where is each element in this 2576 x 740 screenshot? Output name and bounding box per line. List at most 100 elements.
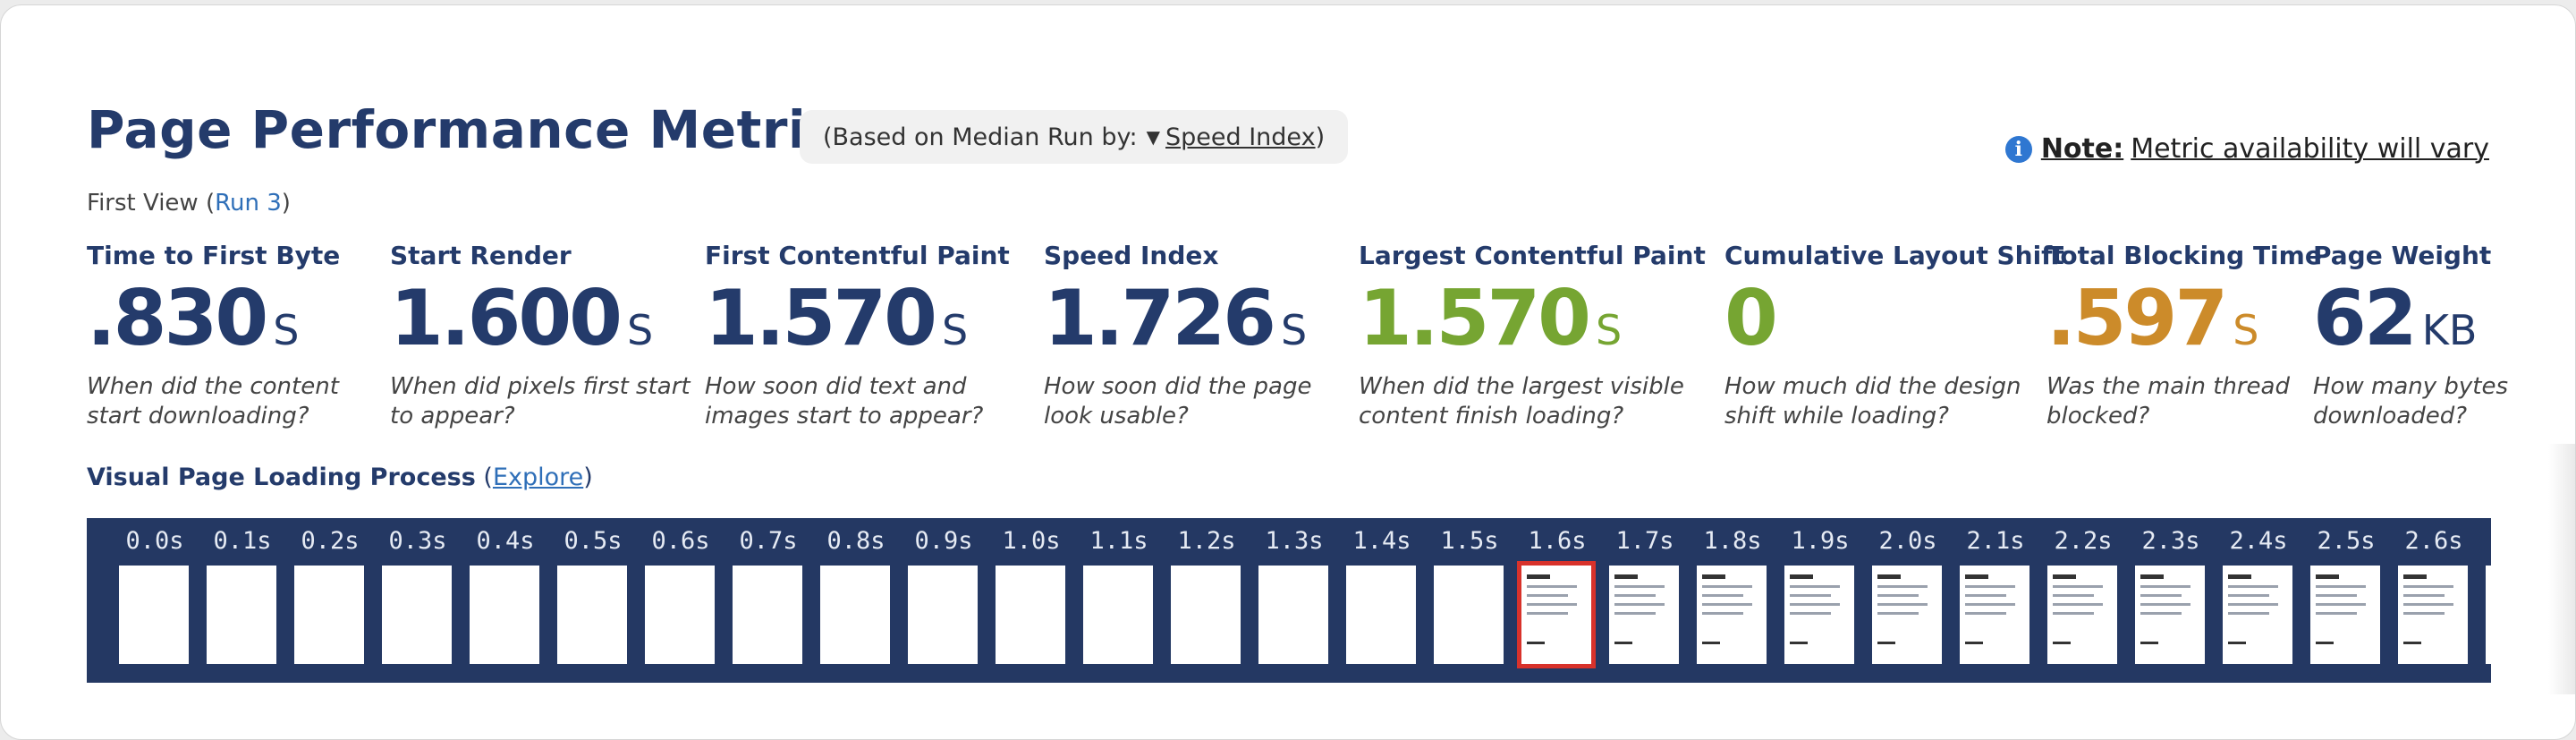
frame-thumbnail[interactable]	[996, 566, 1065, 664]
frame-thumbnail[interactable]	[1697, 566, 1767, 664]
filmstrip-frame[interactable]: 2.6s	[2398, 518, 2470, 683]
filmstrip-frame[interactable]: 1.0s	[996, 518, 1067, 683]
frame-thumbnail[interactable]	[1258, 566, 1328, 664]
frame-thumbnail[interactable]	[733, 566, 802, 664]
frame-thumbnail[interactable]	[1171, 566, 1241, 664]
frame-thumbnail[interactable]	[1960, 566, 2029, 664]
desc-line-1: When did the content	[87, 373, 339, 400]
frame-thumbnail[interactable]	[470, 566, 539, 664]
frame-thumbnail[interactable]	[294, 566, 364, 664]
filmstrip-frame[interactable]: 0.3s	[382, 518, 453, 683]
page-title: Page Performance Metrics	[87, 99, 869, 160]
frame-time: 2.2s	[2054, 527, 2113, 555]
frame-thumbnail[interactable]	[820, 566, 890, 664]
thumbnail-content	[2053, 574, 2112, 651]
frame-thumbnail[interactable]	[2398, 566, 2468, 664]
info-icon: i	[2004, 135, 2032, 163]
frame-time: 0.6s	[651, 527, 710, 555]
filmstrip-frame[interactable]: 2.5s	[2310, 518, 2382, 683]
filmstrip-frame[interactable]: 1.1s	[1083, 518, 1155, 683]
frame-thumbnail[interactable]	[2223, 566, 2292, 664]
view-prefix: First View (	[87, 190, 216, 217]
filmstrip-frame[interactable]: 1.9s	[1784, 518, 1856, 683]
metric-availability-note[interactable]: i Note: Metric availability will vary	[2004, 133, 2489, 165]
thumbnail-content	[2403, 574, 2462, 651]
filmstrip-frame[interactable]: 1.7s	[1609, 518, 1681, 683]
metric-unit: KB	[2421, 306, 2478, 354]
metric-unit: S	[942, 306, 969, 354]
frame-time: 1.1s	[1089, 527, 1148, 555]
frame-thumbnail[interactable]	[2486, 566, 2491, 664]
frame-time: 0.5s	[564, 527, 623, 555]
frame-thumbnail[interactable]	[557, 566, 627, 664]
frame-thumbnail[interactable]	[2135, 566, 2205, 664]
frame-time: 2.3s	[2141, 527, 2200, 555]
filmstrip-frame[interactable]: 2.4s	[2223, 518, 2294, 683]
metric-unit: S	[627, 306, 654, 354]
frame-thumbnail[interactable]	[119, 566, 189, 664]
frame-thumbnail[interactable]	[645, 566, 715, 664]
frame-thumbnail[interactable]	[1609, 566, 1679, 664]
frame-thumbnail[interactable]	[1083, 566, 1153, 664]
filmstrip-frame[interactable]: 0.6s	[645, 518, 716, 683]
note-link[interactable]: Note: Metric availability will vary	[2041, 133, 2489, 165]
desc-line-2: to appear?	[390, 403, 515, 430]
filmstrip-frame[interactable]: 0.5s	[557, 518, 629, 683]
median-metric-link[interactable]: Speed Index	[1165, 123, 1316, 151]
frame-thumbnail[interactable]	[1784, 566, 1854, 664]
frame-thumbnail[interactable]	[2047, 566, 2117, 664]
filmstrip[interactable]: 0.0s 0.1s 0.2s 0.3s 0.4s 0.5s 0.6s 0.7s 0.8s 0.9s…	[87, 518, 2491, 683]
filmstrip-frame[interactable]: 2.3s	[2135, 518, 2207, 683]
filmstrip-frame[interactable]: 0.7s	[733, 518, 804, 683]
explore-link[interactable]: Explore	[492, 464, 584, 491]
frame-thumbnail[interactable]	[1517, 561, 1596, 668]
filmstrip-frame[interactable]: 0.1s	[207, 518, 278, 683]
metric-label: Page Weight	[2313, 241, 2492, 270]
filmstrip-frame[interactable]: 0.9s	[908, 518, 979, 683]
frame-thumbnail[interactable]	[382, 566, 452, 664]
metric-value: .830	[87, 274, 268, 363]
metric-unit: S	[1281, 306, 1308, 354]
view-suffix: )	[281, 190, 291, 217]
metric-label: Cumulative Layout Shift	[1724, 241, 2064, 270]
thumbnail-content	[1965, 574, 2024, 651]
metric-tbt: Total Blocking Time .597 S Was the main t…	[2046, 241, 2322, 431]
median-run-selector[interactable]: (Based on Median Run by: ▼ Speed Index )	[800, 110, 1349, 164]
filmstrip-frame[interactable]: 1.3s	[1258, 518, 1330, 683]
filmstrip-frame[interactable]: 0.8s	[820, 518, 892, 683]
run-link[interactable]: Run 3	[215, 190, 282, 217]
metric-description: When did the content start downloading?	[87, 372, 340, 431]
desc-line-1: When did pixels first start	[390, 373, 691, 400]
filmstrip-frame[interactable]: 1.8s	[1697, 518, 1768, 683]
filmstrip-frame-partial[interactable]	[2486, 518, 2491, 683]
filmstrip-frame[interactable]: 2.0s	[1872, 518, 1944, 683]
filmstrip-frame[interactable]: 2.2s	[2047, 518, 2119, 683]
filmstrip-frame[interactable]: 2.1s	[1960, 518, 2031, 683]
frame-thumbnail[interactable]	[207, 566, 276, 664]
frame-thumbnail[interactable]	[1434, 566, 1504, 664]
note-text: Metric availability will vary	[2131, 133, 2489, 165]
thumbnail-content	[2316, 574, 2375, 651]
metric-description: How many bytes downloaded?	[2313, 372, 2508, 431]
filmstrip-frame[interactable]: 1.4s	[1346, 518, 1418, 683]
filmstrip-frame[interactable]: 1.5s	[1434, 518, 1505, 683]
filmstrip-frame[interactable]: 0.2s	[294, 518, 366, 683]
frame-time: 1.5s	[1440, 527, 1499, 555]
metric-unit: S	[273, 306, 300, 354]
metric-label: Start Render	[390, 241, 572, 270]
frame-thumbnail[interactable]	[2310, 566, 2380, 664]
frame-thumbnail[interactable]	[908, 566, 978, 664]
frame-thumbnail[interactable]	[1872, 566, 1942, 664]
frame-thumbnail[interactable]	[1346, 566, 1416, 664]
frame-time: 0.1s	[213, 527, 272, 555]
filmstrip-frame[interactable]: 1.6s	[1517, 518, 1596, 683]
thumbnail-content	[1614, 574, 1674, 651]
filmstrip-frame[interactable]: 1.2s	[1171, 518, 1242, 683]
metric-label: First Contentful Paint	[705, 241, 1010, 270]
metric-unit: S	[1596, 306, 1623, 354]
frame-time: 2.6s	[2404, 527, 2463, 555]
metric-page-weight: Page Weight 62 KB How many bytes downloade…	[2313, 241, 2508, 431]
desc-line-2: start downloading?	[87, 403, 309, 430]
filmstrip-frame[interactable]: 0.4s	[470, 518, 541, 683]
filmstrip-frame[interactable]: 0.0s	[119, 518, 191, 683]
